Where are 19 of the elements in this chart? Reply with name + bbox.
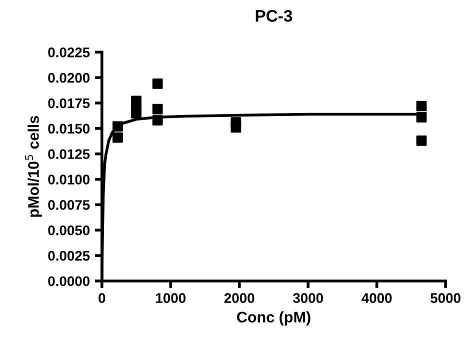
x-tick-label: 1000 bbox=[156, 293, 186, 303]
y-tick-label: 0.0150 bbox=[48, 124, 90, 134]
y-tick-label: 0.0225 bbox=[48, 48, 90, 58]
y-axis-title: pMol/10$^{5}$ cells bbox=[25, 116, 42, 217]
x-tick-label: 4000 bbox=[362, 293, 392, 303]
y-tick-label: 0.0175 bbox=[48, 98, 90, 108]
x-tick-label: 3000 bbox=[292, 293, 323, 304]
x-tick-label: 2000 bbox=[224, 293, 254, 303]
y-tick-label: 0.0125 bbox=[48, 149, 90, 160]
x-axis-title: Conc (pM) bbox=[237, 311, 310, 326]
y-tick-label: 0.0025 bbox=[48, 250, 90, 261]
chart-title: PC-3 bbox=[256, 10, 292, 22]
y-tick-label: 0.0200 bbox=[48, 72, 90, 83]
y-tick-label: 0.0075 bbox=[48, 200, 90, 210]
y-tick-label: 0.0050 bbox=[48, 225, 90, 236]
y-tick-label: 0.0100 bbox=[48, 174, 90, 184]
x-tick-label: 0 bbox=[98, 293, 106, 303]
y-tick-label: 0.0000 bbox=[48, 276, 90, 286]
x-tick-label: 5000 bbox=[430, 293, 460, 303]
